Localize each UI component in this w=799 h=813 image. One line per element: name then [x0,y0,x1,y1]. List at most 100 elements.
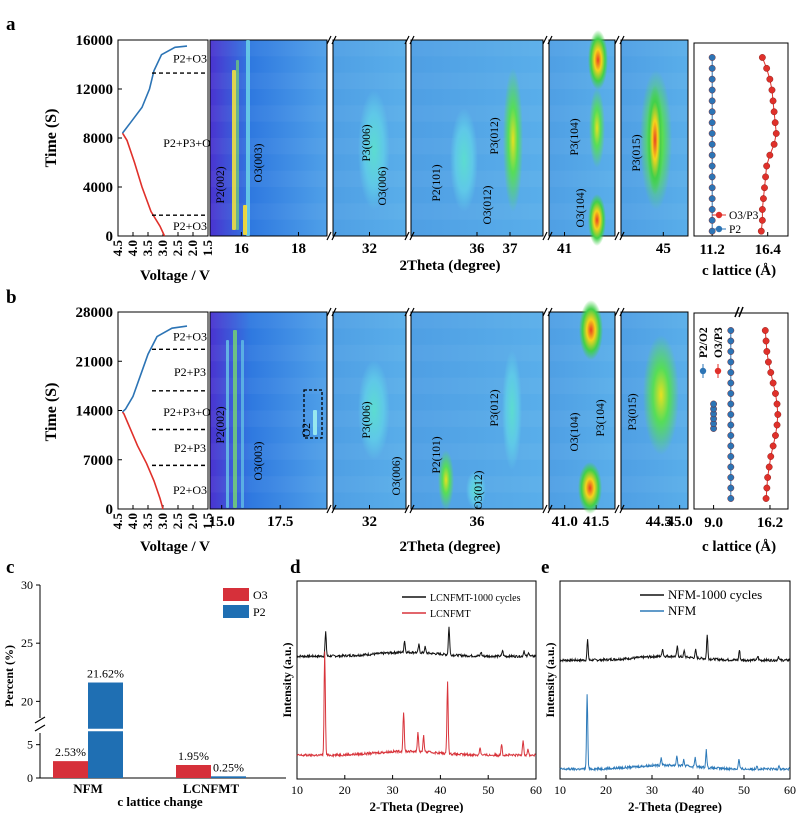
axis-break-b [542,307,553,317]
xrd-line-axes-e [559,580,791,780]
xtick-label-a: 2.0 [185,240,200,256]
xrd-band-b [411,344,543,362]
xrd-peak-label-a: O3(006) [377,166,389,205]
xrd-line-xtick-label-d: 30 [387,783,399,797]
legend-marker-a [715,211,723,219]
clattice-point-O3/P3-a [769,97,777,105]
phase-label-b: P2+O3 [173,483,207,497]
xrd-line-xtick-label-e: 60 [784,783,796,797]
bar-xlabel: c lattice change [117,794,202,809]
clattice-point-P2-a [708,119,716,127]
xrd-band-b [210,377,327,395]
xrd-peak-label-b: O3(006) [391,456,403,495]
xtick-label-b: 1.5 [200,513,215,530]
xrd-band-b [621,476,688,493]
clattice-point-O3/P3-a [766,151,774,159]
ytick-label-b: 0 [106,502,114,518]
axis-break-a [326,231,337,241]
clattice-point-P2-b [727,474,735,481]
xrd-intensity-blob-b [466,470,486,510]
xtick-label-b: 4.0 [125,513,140,529]
clattice-axis-break [734,306,744,318]
xrd-band-a [333,203,406,220]
legend-label-a: P2 [729,224,741,236]
phase-label-a: P2+O3 [173,219,207,233]
axis-break-b [326,504,337,514]
xrd-peak-label-b: O2 [301,423,313,437]
bar-data-label: 1.95% [178,749,209,763]
xrd-xtick-label-b: 15.0 [209,514,235,530]
clattice-point-P2-b [727,390,735,397]
xrd-intensity-blob-a [588,194,606,246]
xrd-xtick-label-b: 41.0 [552,514,578,530]
clattice-point-P2-a [708,151,716,159]
xrd-peak-label-b: O3(003) [253,441,265,480]
panel-b: 0 7000 14000 21000 28000 4.5 4.0 3.5 3.0 2.5 2.0 1.… [43,300,789,555]
xrd-frame-a [410,39,544,237]
clattice-point-O3/P3-b [767,369,775,376]
xrd-legend-label-d: LCNFMT-1000 cycles [430,593,521,604]
clattice-point-O3/P3-a [766,75,774,83]
clattice-point-O3/P3-a [758,206,766,213]
clattice-point-O3/P3-b [773,400,781,408]
clattice-point-O3/P3-a [770,108,778,116]
bar-O3-NFM [53,761,88,778]
clattice-xtick-label-a: 11.2 [699,242,724,258]
clattice-point-O3/P3-a [763,64,771,72]
xtick-label-a: 2.5 [170,240,185,257]
phase-label-b: P2+O3 [173,330,207,344]
xrd-peak-label-b: P3(012) [489,389,501,426]
clattice-point-O3/P3-b [767,453,775,460]
legend-label-b: P2/O2 [698,327,710,358]
bar-P2-LCNFMT [211,776,246,778]
xrd-band-a [210,138,327,155]
xrd-peak-streak-b [241,340,244,508]
voltage-xlabel-b: Voltage / V [140,539,210,555]
xrd-intensity-blob-b [579,300,603,360]
xrd-peak-streak-a [236,60,239,230]
panel-e: 10 20 30 40 50 60 2-Theta (Degree) Intensity (a… [543,580,796,813]
clattice-point-O3/P3-b [772,432,779,439]
bar-P2-NFM-mid [88,713,123,738]
panel-label-d: d [290,557,301,578]
xrd-band-a [411,203,543,220]
xrd-band-b [333,476,406,493]
xrd-line-e-0 [559,634,790,664]
xrd-band-b [549,443,615,460]
clattice-point-O2-b [710,400,717,408]
clattice-xtick-label-b: 9.0 [704,515,723,531]
axis-break-b [614,307,625,317]
clattice-point-P2-a [708,206,716,213]
axis-break-b [542,504,553,514]
bar-ytick-label: 0 [27,771,33,785]
clattice-xtick-label-b: 16.2 [757,515,783,531]
xrd-segment-a-0: 16 18 [209,39,328,257]
xrd-peak-streak-a [246,40,250,236]
xrd-band-b [549,410,615,427]
xrd-peak-streak-a [232,70,236,230]
xrd-intensity-blob-b [643,335,679,455]
xrd-xtick-label-b: 41.5 [583,514,609,530]
voltage-xlabel-a: Voltage / V [140,268,210,284]
xrd-line-ylabel-d: Intensity (a.u.) [280,642,294,717]
bar-P2-NFM-lower [88,738,123,778]
xrd-band-b [210,410,327,427]
ylabel-b: Time (S) [43,383,60,442]
clattice-point-O3/P3-b [762,337,770,345]
clattice-point-P2-b [727,358,735,366]
xrd-intensity-blob-b [578,462,602,514]
clattice-point-O3/P3-a [772,130,780,137]
xrd-peak-label-a: P2(002) [215,166,227,203]
xtick-label-b: 4.5 [110,513,125,530]
axis-break-b [326,307,337,317]
xrd-band-b [549,377,615,395]
xrd-line-xlabel-d: 2-Theta (Degree) [370,799,464,813]
bar-ytick-label: 5 [27,738,33,752]
clattice-point-P2-b [727,400,735,408]
xrd-line-xtick-label-e: 50 [738,783,750,797]
bar-ytick-label: 20 [21,694,33,708]
xrd-peak-streak-b [313,410,317,435]
xrd-band-a [210,203,327,220]
xrd-line-axes-d [296,580,537,780]
xrd-peak-label-a: P3(012) [489,117,501,154]
